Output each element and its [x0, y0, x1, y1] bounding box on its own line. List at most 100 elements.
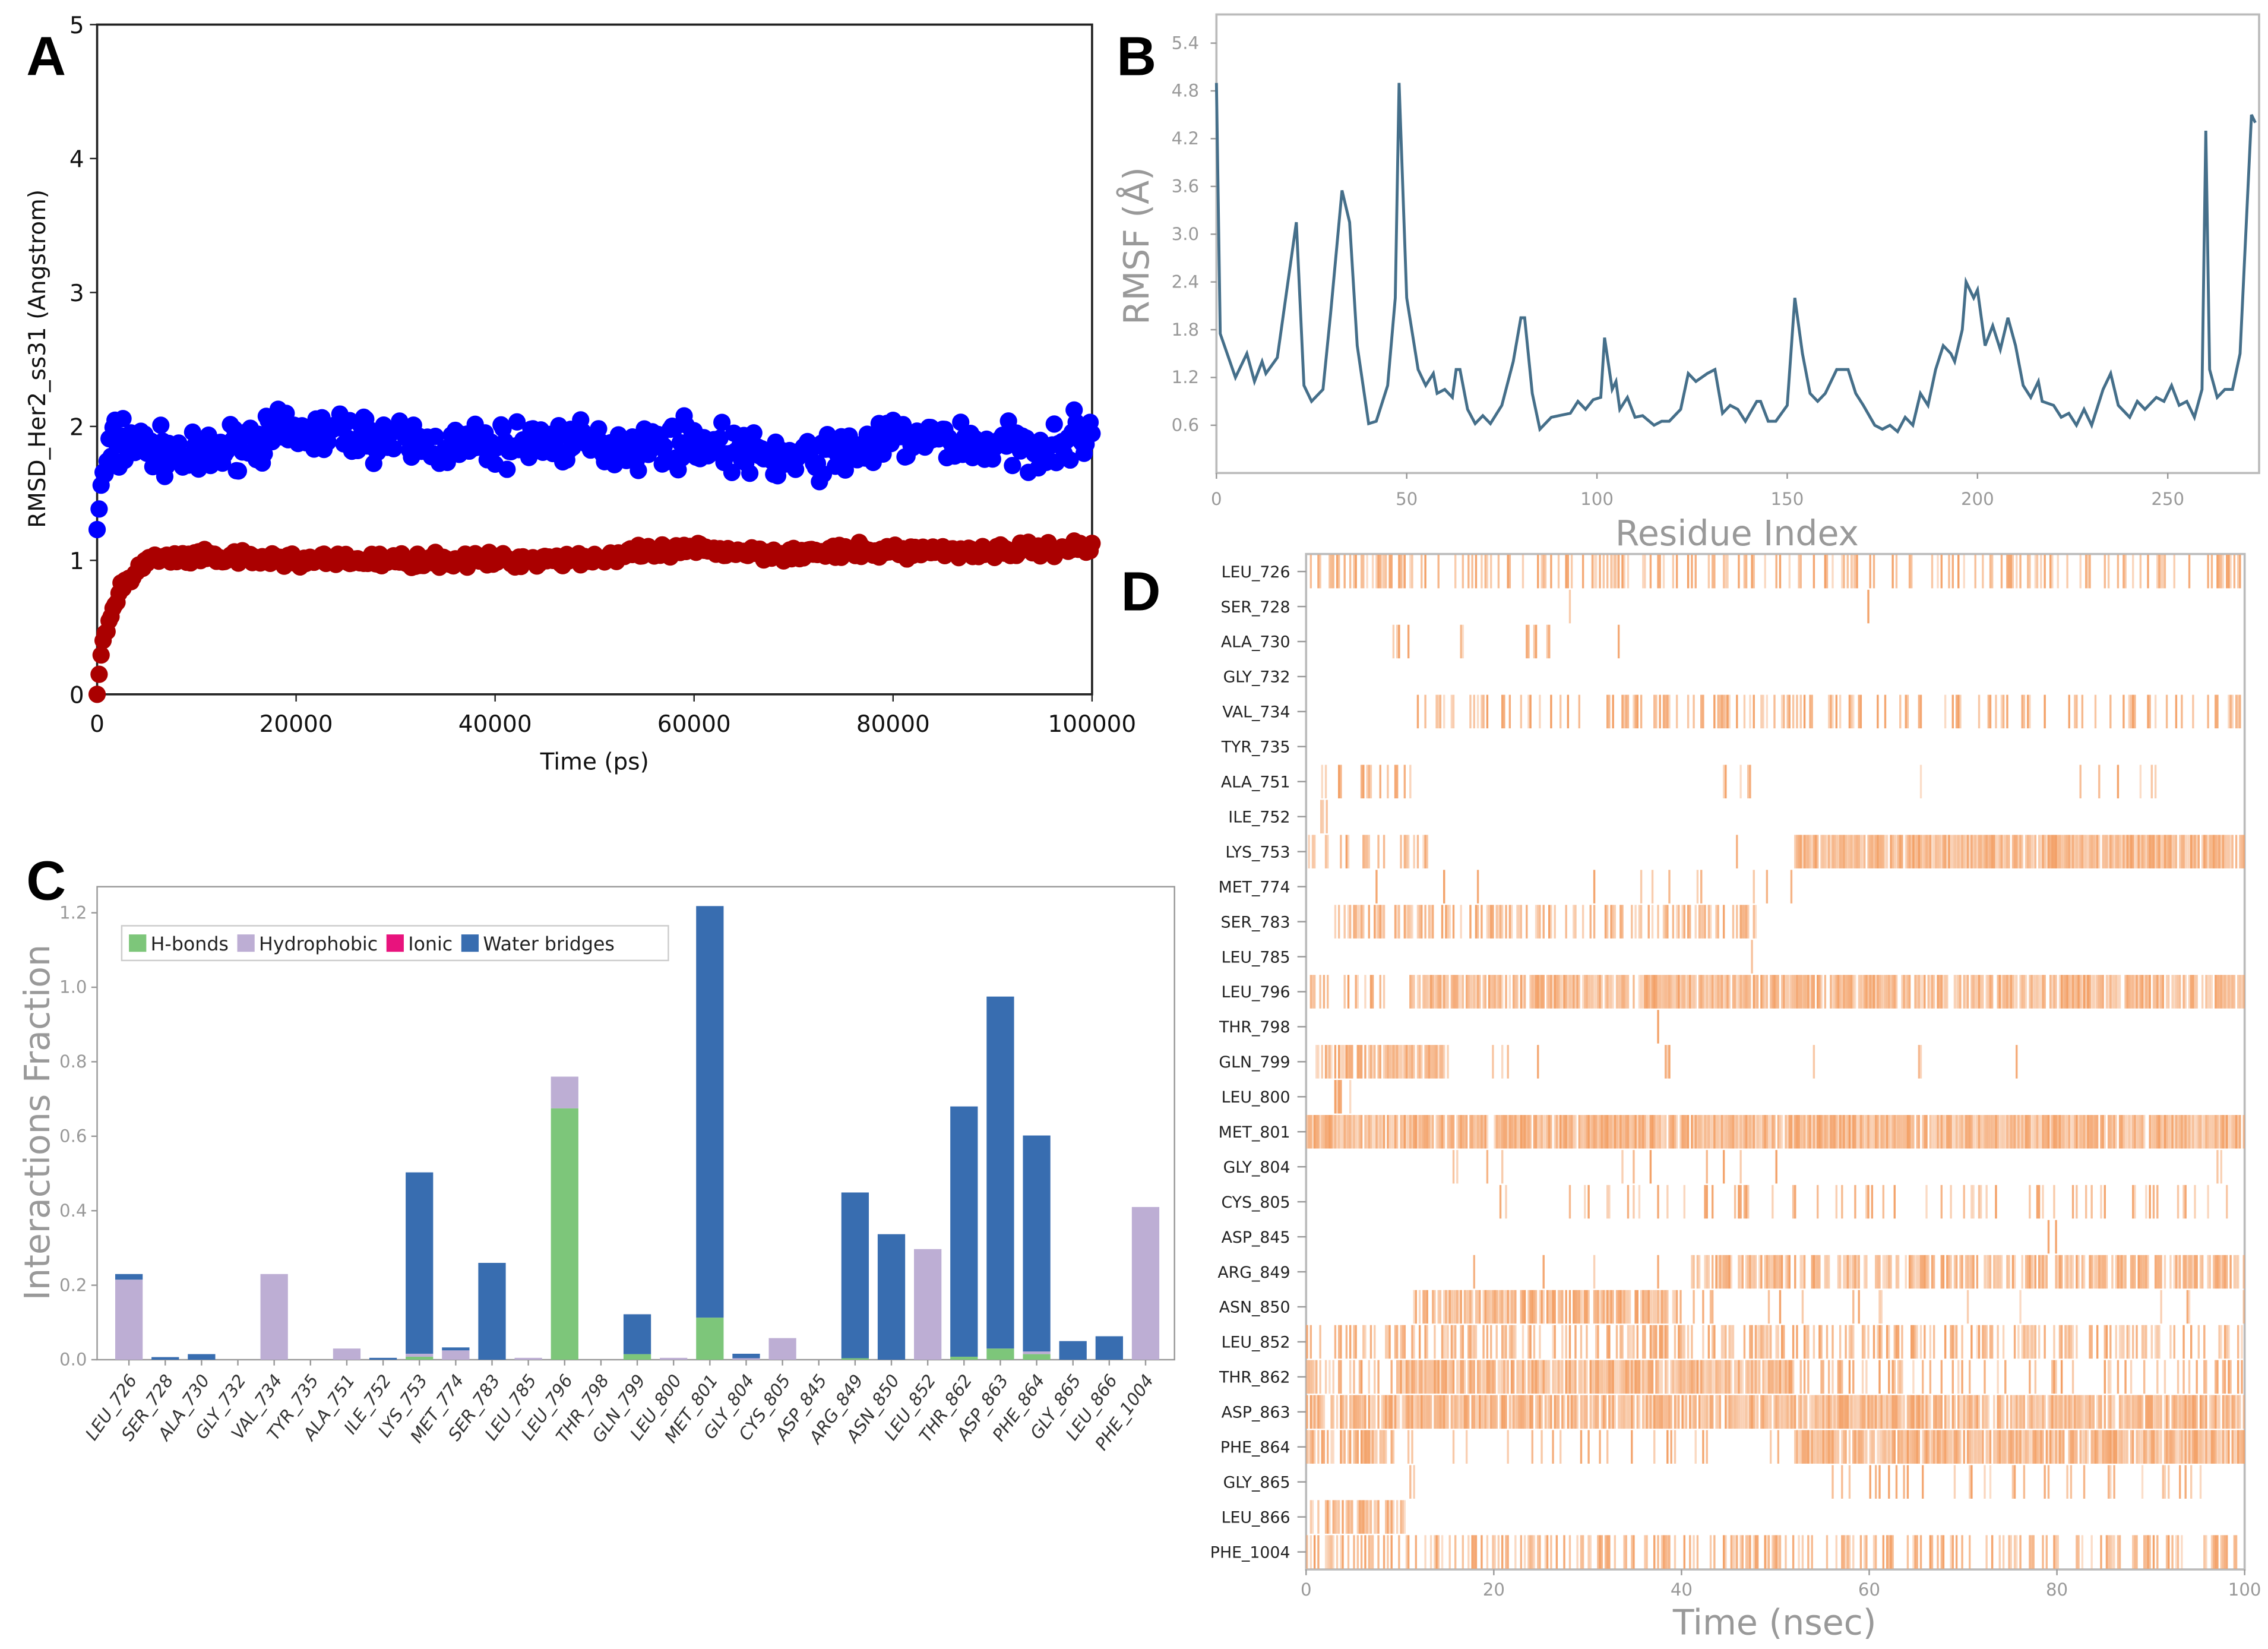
contact-mark	[1531, 1395, 1533, 1429]
contact-mark	[1940, 835, 1943, 868]
contact-mark	[1486, 1149, 1489, 1184]
contact-mark	[1807, 835, 1810, 868]
contact-mark	[1573, 1360, 1575, 1394]
contact-mark	[2107, 1535, 2110, 1569]
contact-mark	[1931, 1430, 1934, 1464]
contact-mark	[1950, 1255, 1952, 1289]
contact-mark	[1982, 835, 1984, 868]
contact-mark	[1739, 975, 1742, 1009]
contact-mark	[2044, 1255, 2046, 1289]
contact-mark	[1925, 1184, 1928, 1219]
contact-mark	[2057, 1430, 2059, 1464]
contact-mark	[2090, 975, 2093, 1009]
contact-mark	[1848, 1430, 1851, 1464]
contact-mark	[1995, 1184, 1997, 1219]
contact-mark	[1888, 1360, 1890, 1394]
contact-mark	[2025, 1255, 2027, 1289]
row-label: THR_798	[1219, 1018, 1290, 1037]
contact-mark	[1984, 1465, 1986, 1499]
contact-mark	[1970, 1255, 1973, 1289]
contact-mark	[1816, 1255, 1819, 1289]
contact-mark	[2158, 835, 2161, 868]
contact-mark	[1706, 1184, 1708, 1219]
contact-mark	[2215, 835, 2217, 868]
contact-mark	[1403, 1325, 1406, 1359]
contact-mark	[1662, 1325, 1665, 1359]
contact-mark	[2184, 1184, 2187, 1219]
contact-mark	[2226, 1325, 2228, 1359]
contact-mark	[1912, 1395, 1915, 1429]
contact-mark	[2175, 975, 2178, 1009]
contact-mark	[1935, 1395, 1937, 1429]
contact-mark	[2231, 835, 2234, 868]
contact-mark	[1340, 1114, 1342, 1149]
contact-mark	[1833, 835, 1836, 868]
contact-mark	[1666, 975, 1669, 1009]
bar-water-bridges	[696, 906, 724, 1318]
contact-mark	[1843, 1395, 1845, 1429]
contact-mark	[1989, 694, 1992, 729]
contact-mark	[1993, 1430, 1995, 1464]
contact-mark	[2235, 1114, 2238, 1149]
contact-mark	[1550, 1114, 1552, 1149]
contact-mark	[1441, 1395, 1444, 1429]
contact-mark	[1955, 1114, 1958, 1149]
contact-mark	[2171, 1430, 2174, 1464]
contact-mark	[1473, 975, 1475, 1009]
contact-mark	[1323, 1114, 1326, 1149]
data-point-blue	[713, 413, 731, 431]
contact-mark	[1749, 1325, 1751, 1359]
contact-mark	[1672, 905, 1675, 939]
contact-mark	[2203, 1360, 2206, 1394]
contact-mark	[2029, 975, 2031, 1009]
contact-mark	[1426, 835, 1428, 868]
contact-mark	[2040, 554, 2042, 589]
contact-mark	[1865, 1114, 1868, 1149]
contact-mark	[1835, 694, 1838, 729]
contact-mark	[1360, 554, 1363, 589]
contact-mark	[1749, 1395, 1751, 1429]
contact-mark	[1807, 1360, 1810, 1394]
contact-mark	[1698, 905, 1701, 939]
contact-mark	[2222, 1114, 2225, 1149]
contact-mark	[1798, 835, 1800, 868]
contact-mark	[1484, 1395, 1486, 1429]
contact-mark	[1546, 1114, 1549, 1149]
contact-mark	[1985, 1114, 1988, 1149]
contact-mark	[1503, 1395, 1505, 1429]
contact-mark	[2215, 1535, 2217, 1569]
contact-mark	[2044, 975, 2046, 1009]
contact-mark	[1888, 975, 1890, 1009]
contact-mark	[1993, 1395, 1995, 1429]
contact-mark	[1751, 1360, 1753, 1394]
contact-mark	[1796, 1325, 1798, 1359]
contact-mark	[1539, 1325, 1541, 1359]
contact-mark	[1878, 1255, 1881, 1289]
contact-mark	[1845, 1325, 1847, 1359]
x-tick-label-a: 100000	[1048, 711, 1137, 738]
contact-mark	[2121, 1325, 2123, 1359]
contact-mark	[1490, 554, 1492, 589]
contact-mark	[2044, 835, 2046, 868]
contact-mark	[1749, 1360, 1751, 1394]
contact-mark	[1871, 975, 1874, 1009]
contact-mark	[1369, 1045, 1372, 1079]
contact-mark	[2100, 1395, 2102, 1429]
contact-mark	[1884, 694, 1887, 729]
contact-mark	[2162, 554, 2164, 589]
contact-mark	[1725, 975, 1727, 1009]
contact-mark	[2118, 975, 2121, 1009]
contact-mark	[1638, 1184, 1641, 1219]
contact-mark	[1953, 1255, 1956, 1289]
contact-mark	[1550, 1535, 1552, 1569]
contact-mark	[1508, 694, 1511, 729]
contact-mark	[1400, 1114, 1402, 1149]
contact-mark	[1467, 1535, 1470, 1569]
contact-mark	[1942, 1430, 1945, 1464]
contact-mark	[2032, 1325, 2035, 1359]
contact-mark	[1664, 1360, 1667, 1394]
contact-mark	[1381, 554, 1384, 589]
contact-mark	[1839, 1325, 1842, 1359]
contact-mark	[1985, 1395, 1988, 1429]
contact-mark	[1801, 1535, 1804, 1569]
